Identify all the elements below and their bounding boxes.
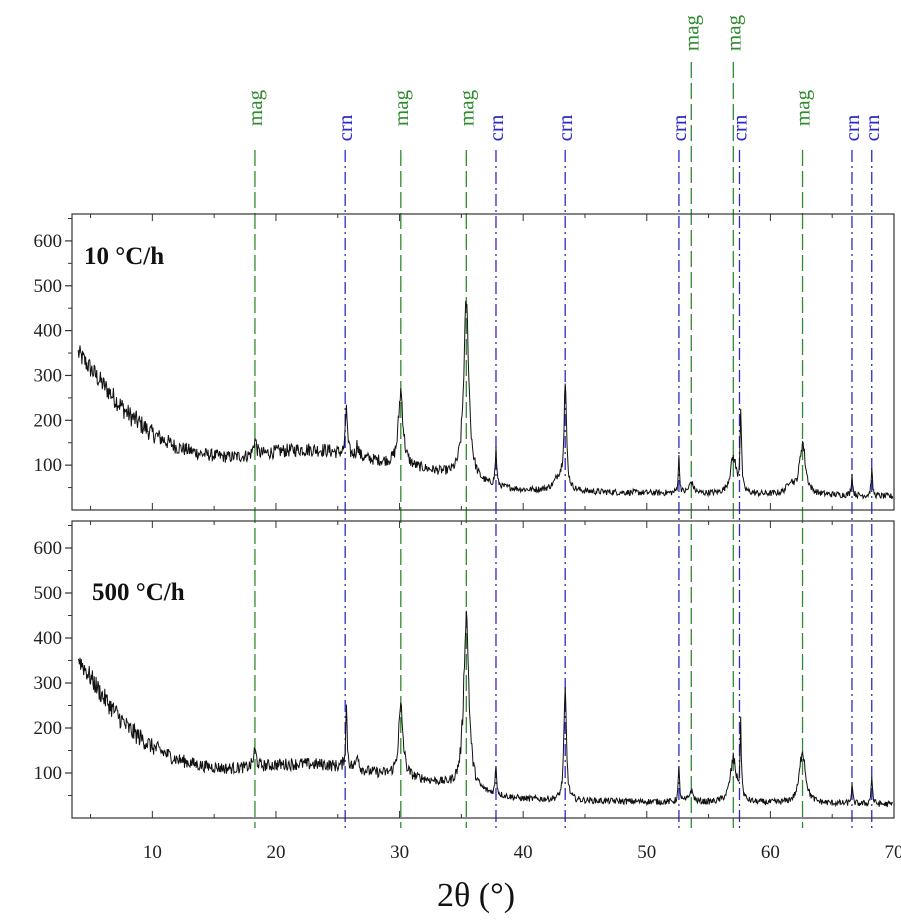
y-tick-label: 200 [34, 718, 63, 739]
panel-label-500c-per-h: 500 °C/h [92, 579, 185, 606]
panel-10c-per-h: 100 200 300 400 500 600 10 °C/h [34, 213, 895, 511]
panel-label-10c-per-h: 10 °C/h [84, 243, 164, 270]
x-tick-label: 40 [514, 842, 533, 863]
y-tick-label: 600 [34, 538, 63, 559]
panel-500c-per-h: 100 200 300 400 500 600 500 °C/h [34, 520, 895, 819]
phase-label-crn: crn [333, 114, 357, 141]
y-tick-label: 300 [34, 365, 63, 386]
x-axis-label: 2θ (°) [437, 877, 515, 914]
phase-label-crn: crn [840, 114, 864, 141]
y-tick-label: 500 [34, 583, 63, 604]
x-tick-label: 60 [761, 842, 780, 863]
xrd-pattern-10c-per-h [77, 300, 894, 500]
phase-label-crn: crn [667, 114, 691, 141]
x-tick-label: 30 [390, 842, 409, 863]
x-axis: 10 20 30 40 50 60 70 [143, 842, 901, 863]
plot-frame-bottom [71, 520, 895, 819]
phase-label-mag: mag [721, 14, 745, 51]
y-tick-label: 100 [34, 455, 63, 476]
xrd-pattern-500c-per-h [77, 610, 894, 808]
plot-frame-top [71, 213, 895, 511]
phase-label-crn: crn [484, 114, 508, 141]
y-tick-label: 600 [34, 231, 63, 252]
y-tick-label: 400 [34, 321, 63, 342]
x-tick-label: 70 [885, 842, 901, 863]
y-tick-label: 100 [34, 763, 63, 784]
phase-label-mag: mag [389, 89, 413, 126]
x-tick-label: 20 [266, 842, 285, 863]
phase-label-mag: mag [679, 14, 703, 51]
x-tick-label: 10 [143, 842, 162, 863]
phase-label-mag: mag [243, 89, 267, 126]
y-tick-label: 400 [34, 628, 63, 649]
y-tick-label: 300 [34, 673, 63, 694]
x-tick-label: 50 [637, 842, 656, 863]
phase-label-crn: crn [727, 114, 751, 141]
y-tick-label: 500 [34, 276, 63, 297]
phase-label-crn: crn [553, 114, 577, 141]
phase-label-crn: crn [860, 114, 884, 141]
phase-label-mag: mag [454, 89, 478, 126]
phase-label-mag: mag [791, 89, 815, 126]
y-axis-top: 100 200 300 400 500 600 [34, 217, 72, 489]
y-axis-bottom: 100 200 300 400 500 600 [34, 525, 72, 796]
y-tick-label: 200 [34, 410, 63, 431]
